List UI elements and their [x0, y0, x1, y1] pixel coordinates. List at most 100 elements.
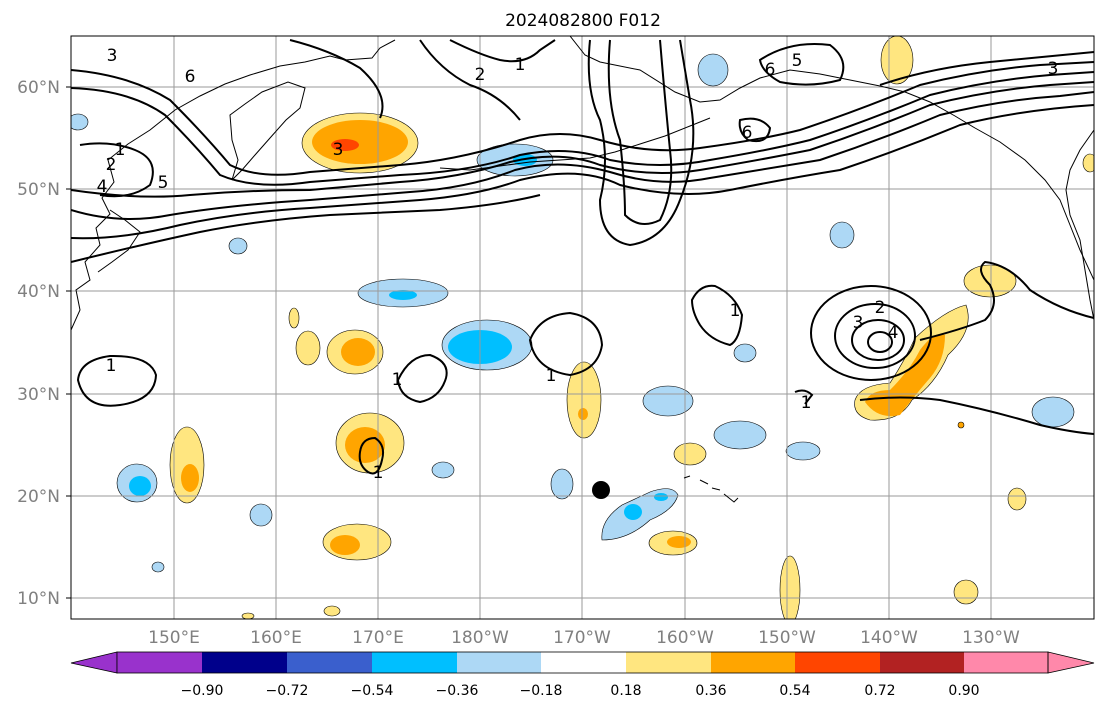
contour-labels: 3 6 2 1 4 5 3 1 1 2 3 4 1 1 1 1 6 5 3 6 … [97, 46, 1059, 483]
lon-tick-label: 170°W [553, 628, 611, 648]
positive-anomaly-core [667, 536, 691, 548]
contour-line [419, 39, 521, 121]
latitude-ticks: 60°N 50°N 40°N 30°N 20°N 10°N [17, 78, 71, 609]
negative-anomaly-core [624, 504, 642, 520]
contour-line [587, 39, 695, 247]
colorbar-segment [541, 652, 626, 673]
contour-label: 3 [333, 140, 344, 160]
contour-label: 4 [888, 323, 899, 343]
negative-anomaly-area [71, 113, 89, 131]
lon-tick-label: 150°W [758, 628, 816, 648]
colorbar-label: 0.90 [948, 683, 979, 699]
contour-label: 3 [1048, 59, 1059, 79]
lat-tick-label: 30°N [17, 385, 60, 405]
contour-label: 5 [792, 51, 803, 71]
positive-anomaly-area [295, 330, 321, 366]
colorbar-segment [711, 652, 795, 673]
colorbar-segment [626, 652, 711, 673]
colorbar-label: 0.36 [695, 683, 726, 699]
canada-coastline [1065, 129, 1094, 321]
contour-line [71, 104, 1094, 240]
negative-anomaly-area [550, 468, 574, 500]
contour-label: 6 [185, 67, 196, 87]
colorbar-segment [202, 652, 287, 673]
positive-anomaly-area [288, 307, 300, 329]
negative-anomaly-area [713, 420, 767, 450]
contour-line [289, 39, 384, 119]
negative-anomaly-core [129, 476, 151, 496]
colorbar-segment [117, 652, 202, 673]
colorbar-frame [116, 651, 1049, 674]
colorbar-label: −0.90 [181, 683, 224, 699]
negative-anomaly-area [151, 561, 165, 573]
lon-tick-label: 150°E [148, 628, 200, 648]
negative-anomaly-core [389, 290, 417, 300]
positive-anomaly-area [779, 555, 801, 619]
alaska-coastline [569, 36, 1094, 281]
negative-anomaly-area [829, 221, 855, 249]
figure-title: 2024082800 F012 [505, 11, 661, 31]
positive-anomaly-area [241, 612, 255, 619]
contour-line [794, 389, 814, 405]
contour-label: 2 [875, 298, 886, 318]
contour-line [690, 284, 744, 347]
map-frame [70, 35, 1095, 620]
storm-position-marker [592, 481, 610, 499]
negative-anomaly-area [1031, 396, 1075, 428]
positive-anomaly-area [1007, 487, 1027, 511]
colorbar-segment [795, 652, 880, 673]
positive-anomaly-area [673, 442, 707, 466]
contour-line [859, 396, 1094, 435]
negative-anomaly-area [228, 237, 248, 255]
colorbar-segment [880, 652, 964, 673]
positive-anomaly-area [1082, 153, 1094, 173]
contour-label: 6 [765, 60, 776, 80]
kamchatka-coastline [229, 81, 306, 181]
contour-line [76, 354, 158, 407]
positive-anomaly-area [957, 421, 965, 429]
positive-anomaly-area [323, 605, 341, 617]
colorbar-segment [372, 652, 457, 673]
colorbar-label: −0.36 [436, 683, 479, 699]
colorbar-overflow-triangle [1047, 651, 1095, 674]
contour-label: 6 [742, 123, 753, 143]
contour-line [607, 39, 673, 225]
contour-line [71, 194, 541, 263]
contour-line [879, 51, 1094, 86]
positive-anomaly-core [181, 464, 199, 492]
negative-anomaly-area [733, 343, 757, 363]
negative-anomaly-area [249, 503, 273, 527]
lon-tick-label: 170°E [352, 628, 404, 648]
contour-line [867, 331, 893, 353]
contour-line [834, 303, 916, 369]
positive-anomaly-peak [331, 139, 359, 151]
contour-label: 1 [392, 370, 403, 390]
colorbar-segment [457, 652, 541, 673]
contour-label: 2 [106, 155, 117, 175]
colorbar-label: −0.54 [351, 683, 394, 699]
contour-label: 2 [475, 65, 486, 85]
contour-line [71, 91, 1094, 220]
colorbar-label: 0.54 [779, 683, 810, 699]
colorbar: −0.90 −0.72 −0.54 −0.36 −0.18 0.18 0.36 … [70, 651, 1095, 699]
negative-anomaly-area [431, 461, 455, 479]
contour-line [528, 311, 604, 377]
colorbar-label: 0.72 [864, 683, 895, 699]
contour-line [810, 285, 932, 381]
negative-anomaly-core [654, 493, 668, 501]
lon-tick-label: 180°W [451, 628, 509, 648]
contour-line [738, 117, 772, 143]
colorbar-label: −0.18 [520, 683, 563, 699]
contour-label: 3 [107, 46, 118, 66]
lon-tick-label: 130°W [962, 628, 1020, 648]
colorbar-label: −0.72 [266, 683, 309, 699]
contour-line [919, 260, 1094, 341]
lon-tick-label: 140°W [860, 628, 918, 648]
contour-line [758, 43, 845, 86]
contour-label: 1 [115, 140, 126, 160]
colorbar-underflow-triangle [70, 651, 118, 674]
contour-label: 1 [373, 463, 384, 483]
positive-anomaly-core [345, 427, 385, 463]
positive-anomaly-core [330, 535, 360, 555]
